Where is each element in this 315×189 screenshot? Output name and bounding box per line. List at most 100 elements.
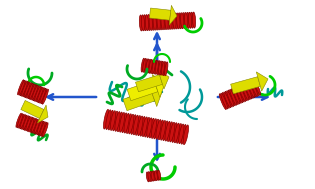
Ellipse shape	[40, 88, 46, 103]
Ellipse shape	[29, 84, 35, 99]
Ellipse shape	[234, 88, 241, 103]
Ellipse shape	[106, 110, 111, 129]
Ellipse shape	[27, 117, 33, 131]
Ellipse shape	[165, 14, 168, 29]
Ellipse shape	[228, 90, 235, 106]
Ellipse shape	[27, 83, 33, 98]
Ellipse shape	[174, 123, 180, 143]
Polygon shape	[123, 90, 155, 111]
Ellipse shape	[155, 14, 158, 30]
Ellipse shape	[145, 117, 150, 137]
Ellipse shape	[146, 59, 149, 73]
Ellipse shape	[248, 82, 255, 98]
Ellipse shape	[129, 114, 134, 134]
Ellipse shape	[157, 61, 160, 74]
Ellipse shape	[222, 93, 229, 108]
Ellipse shape	[181, 125, 186, 144]
Ellipse shape	[167, 122, 173, 142]
Ellipse shape	[161, 14, 164, 30]
Ellipse shape	[173, 13, 176, 29]
Ellipse shape	[179, 124, 184, 144]
Ellipse shape	[126, 114, 132, 133]
Ellipse shape	[164, 62, 168, 76]
Ellipse shape	[188, 12, 192, 28]
Ellipse shape	[119, 112, 125, 132]
Ellipse shape	[138, 116, 143, 136]
Ellipse shape	[175, 13, 178, 29]
Ellipse shape	[225, 91, 232, 107]
Ellipse shape	[33, 86, 39, 101]
Ellipse shape	[233, 88, 240, 104]
Ellipse shape	[34, 120, 40, 134]
Ellipse shape	[29, 118, 34, 132]
Ellipse shape	[243, 84, 250, 100]
Ellipse shape	[158, 61, 162, 75]
Ellipse shape	[240, 85, 247, 101]
Polygon shape	[149, 84, 162, 107]
Ellipse shape	[221, 93, 228, 109]
Polygon shape	[21, 101, 44, 119]
Ellipse shape	[163, 14, 166, 30]
Ellipse shape	[37, 121, 43, 135]
Ellipse shape	[191, 12, 194, 28]
Ellipse shape	[151, 119, 157, 138]
Ellipse shape	[21, 81, 28, 96]
Ellipse shape	[236, 87, 243, 103]
Ellipse shape	[36, 120, 41, 134]
Polygon shape	[152, 75, 165, 97]
Ellipse shape	[230, 89, 237, 105]
Ellipse shape	[157, 14, 160, 30]
Ellipse shape	[141, 58, 145, 72]
Ellipse shape	[172, 123, 177, 142]
Ellipse shape	[160, 61, 163, 75]
Ellipse shape	[31, 85, 37, 100]
Ellipse shape	[33, 119, 38, 133]
Ellipse shape	[176, 124, 182, 143]
Polygon shape	[231, 77, 260, 94]
Ellipse shape	[117, 112, 123, 132]
Ellipse shape	[245, 83, 252, 99]
Ellipse shape	[38, 88, 44, 103]
Ellipse shape	[131, 115, 136, 134]
Ellipse shape	[145, 15, 148, 31]
Ellipse shape	[31, 119, 37, 133]
Ellipse shape	[18, 80, 24, 95]
Ellipse shape	[24, 82, 30, 97]
Ellipse shape	[124, 113, 129, 133]
Ellipse shape	[17, 114, 23, 128]
Polygon shape	[158, 70, 169, 89]
Ellipse shape	[159, 14, 162, 30]
Ellipse shape	[16, 113, 21, 127]
Ellipse shape	[169, 13, 172, 29]
Ellipse shape	[110, 111, 116, 130]
Ellipse shape	[32, 85, 38, 100]
Ellipse shape	[185, 12, 188, 29]
Ellipse shape	[41, 89, 47, 104]
Ellipse shape	[148, 172, 151, 182]
Ellipse shape	[158, 170, 161, 180]
Ellipse shape	[147, 15, 151, 30]
Ellipse shape	[156, 120, 161, 139]
Ellipse shape	[251, 81, 258, 96]
Ellipse shape	[151, 14, 154, 30]
Ellipse shape	[160, 121, 166, 140]
Ellipse shape	[224, 92, 231, 108]
Ellipse shape	[171, 13, 174, 29]
Ellipse shape	[139, 15, 143, 31]
Polygon shape	[127, 80, 158, 101]
Ellipse shape	[144, 59, 147, 73]
Ellipse shape	[155, 60, 158, 74]
Ellipse shape	[43, 123, 48, 137]
Ellipse shape	[192, 12, 196, 28]
Ellipse shape	[150, 171, 152, 181]
Ellipse shape	[26, 117, 31, 131]
Ellipse shape	[115, 112, 120, 131]
Ellipse shape	[154, 60, 157, 74]
Ellipse shape	[40, 122, 45, 136]
Ellipse shape	[153, 14, 156, 30]
Ellipse shape	[231, 89, 238, 105]
Ellipse shape	[237, 86, 244, 102]
Ellipse shape	[104, 109, 109, 129]
Ellipse shape	[135, 116, 141, 135]
Ellipse shape	[146, 172, 149, 182]
